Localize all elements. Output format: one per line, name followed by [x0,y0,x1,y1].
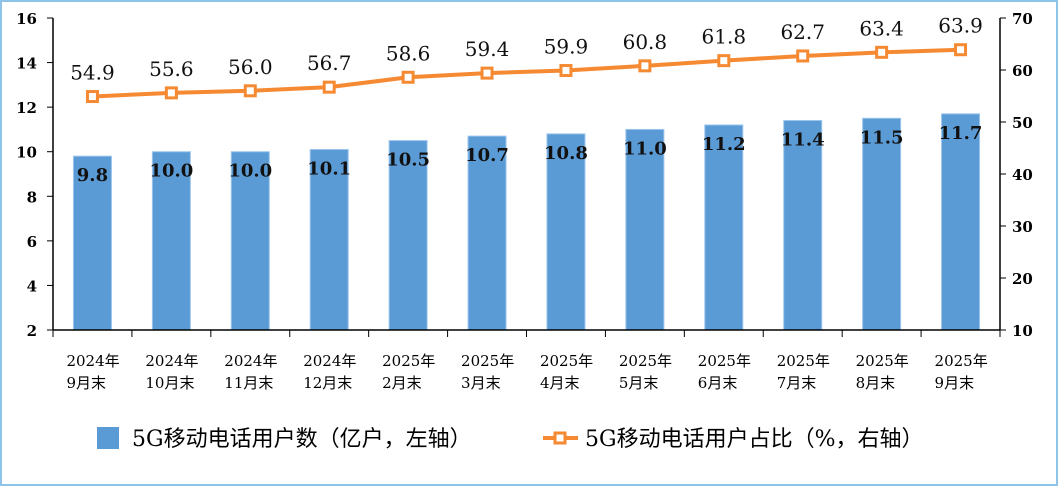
line-marker [85,90,99,104]
bar [941,113,981,331]
x-tick-label: 2024年 9月末 [66,352,119,392]
x-tick-label: 2025年 5月末 [619,352,672,392]
right-tick-label: 20 [1012,270,1033,288]
x-tick-label: 2025年 2月末 [382,352,435,392]
bar [625,128,665,331]
right-tick-label: 50 [1012,114,1033,132]
x-tick-label: 2025年 8月末 [856,352,909,392]
line-series [92,47,961,99]
line-label: 62.7 [780,20,825,44]
line-label: 55.6 [149,57,194,81]
bar-label: 11.7 [939,123,983,144]
bar [151,151,191,331]
line-label: 61.8 [702,25,747,49]
legend-bar-swatch [97,427,119,449]
right-tick-label: 40 [1012,166,1033,184]
legend-line-marker [553,431,567,445]
line-marker [164,86,178,100]
left-tick-label: 12 [16,99,37,117]
bar-label: 11.2 [702,134,746,155]
line-marker [401,70,415,84]
right-tick-label: 60 [1012,62,1033,80]
bar-label: 11.0 [623,138,667,159]
x-tick-label: 2025年 9月末 [935,352,988,392]
bar [72,155,112,331]
left-tick-label: 14 [16,55,37,73]
bar-label: 10.0 [228,161,272,182]
bar-label: 9.8 [77,165,108,186]
x-tick-label: 2024年 12月末 [303,352,356,392]
right-tick-label: 10 [1012,322,1033,340]
left-tick-label: 10 [16,144,37,162]
legend-line-label: 5G移动电话用户占比（%，右轴） [585,427,923,452]
bar-label: 10.1 [307,158,351,179]
line-marker [480,66,494,80]
bar-label: 11.4 [781,130,825,151]
line-label: 58.6 [386,41,431,65]
line-marker [954,43,968,57]
line-marker [875,45,889,59]
x-tick-label: 2025年 6月末 [698,352,751,392]
x-tick-label: 2024年 11月末 [224,352,277,392]
legend-bar-label: 5G移动电话用户数（亿户，左轴） [132,427,472,452]
right-tick-label: 70 [1012,10,1033,28]
bar-label: 10.5 [386,150,430,171]
line-label: 63.9 [938,14,983,38]
line-label: 60.8 [623,30,668,54]
bar [230,151,270,331]
line-label: 56.7 [307,51,352,75]
line-label: 54.9 [70,61,115,85]
bar [704,124,744,331]
right-tick-label: 30 [1012,218,1033,236]
bar [388,140,428,331]
left-tick-label: 4 [27,277,37,295]
x-tick-label: 2025年 7月末 [777,352,830,392]
bar [862,117,902,331]
line-label: 59.9 [544,35,589,59]
x-tick-label: 2025年 4月末 [540,352,593,392]
left-tick-label: 6 [27,233,37,251]
line-marker [243,84,257,98]
x-tick-label: 2024年 10月末 [145,352,198,392]
line-label: 63.4 [859,16,904,40]
line-label: 56.0 [228,55,273,79]
line-marker [322,80,336,94]
left-tick-label: 8 [27,188,37,206]
line-marker [717,54,731,68]
bar-label: 10.8 [544,143,588,164]
line-marker [638,59,652,73]
left-tick-label: 16 [16,10,37,28]
left-tick-label: 2 [27,322,37,340]
line-marker [559,64,573,78]
bar [546,133,586,331]
bar-label: 11.5 [860,127,904,148]
bar-label: 10.0 [149,161,193,182]
bar-label: 10.7 [465,145,509,166]
line-marker [796,49,810,63]
line-label: 59.4 [465,37,510,61]
x-tick-label: 2025年 3月末 [461,352,514,392]
bar [783,120,823,331]
